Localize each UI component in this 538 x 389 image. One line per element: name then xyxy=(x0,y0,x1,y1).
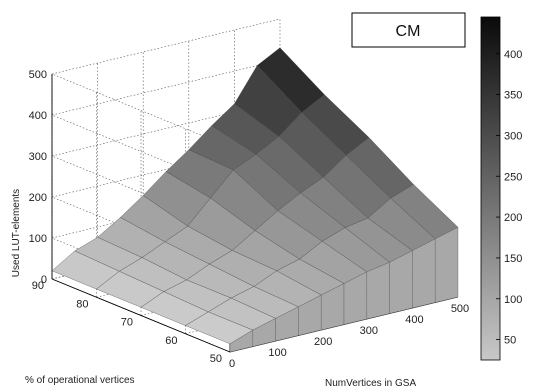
x-tick-label: 400 xyxy=(405,314,423,326)
y-tick-label: 60 xyxy=(165,335,177,347)
colorbar-tick-label: 200 xyxy=(504,212,522,224)
surface-mesh xyxy=(51,47,459,353)
y-axis-label: % of operational vertices xyxy=(25,375,135,386)
grid-line xyxy=(51,59,281,189)
z-tick-label: 100 xyxy=(29,233,47,245)
x-tick-label: 100 xyxy=(268,347,286,359)
z-tick-label: 300 xyxy=(29,151,47,163)
y-tick-label: 80 xyxy=(76,298,88,310)
colorbar: 50 100 150 200 250 300 350 400 xyxy=(480,16,522,361)
colorbar-tick-label: 250 xyxy=(504,171,522,183)
colorbar-gradient xyxy=(480,16,501,361)
colorbar-tick-label: 100 xyxy=(504,294,522,306)
surface-skirt xyxy=(435,227,459,303)
x-tick-label: 0 xyxy=(229,358,235,370)
x-tick-label: 500 xyxy=(451,303,469,315)
axis-line xyxy=(51,278,231,353)
z-tick-label: 200 xyxy=(29,192,47,204)
z-tick-label: 0 xyxy=(41,274,47,286)
colorbar-tick-label: 50 xyxy=(504,335,516,347)
z-tick-label: 400 xyxy=(29,110,47,122)
grid-line xyxy=(51,18,281,148)
colorbar-tick-label: 350 xyxy=(504,90,522,102)
y-tick-label: 70 xyxy=(121,317,133,329)
x-tick-label: 200 xyxy=(314,336,332,348)
x-tick-label: 300 xyxy=(360,325,378,337)
colorbar-title: CM xyxy=(396,23,421,40)
colorbar-tick-label: 400 xyxy=(504,49,522,61)
surface-skirt xyxy=(412,238,436,309)
surface-skirt xyxy=(366,262,390,320)
x-axis-label: NumVertices in GSA xyxy=(325,378,416,389)
colorbar-tick-label: 150 xyxy=(504,253,522,265)
colorbar-title-box: CM xyxy=(351,12,466,48)
colorbar-ticks: 50 100 150 200 250 300 350 400 xyxy=(496,49,522,347)
z-tick-label: 500 xyxy=(29,69,47,81)
z-axis-label: Used LUT-elements xyxy=(11,189,22,277)
y-tick-label: 50 xyxy=(210,353,222,365)
colorbar-tick-label: 300 xyxy=(504,130,522,142)
tick-labels: 0100200300400500506070809001002003004005… xyxy=(29,69,470,370)
y-tick-label: 90 xyxy=(32,280,44,292)
